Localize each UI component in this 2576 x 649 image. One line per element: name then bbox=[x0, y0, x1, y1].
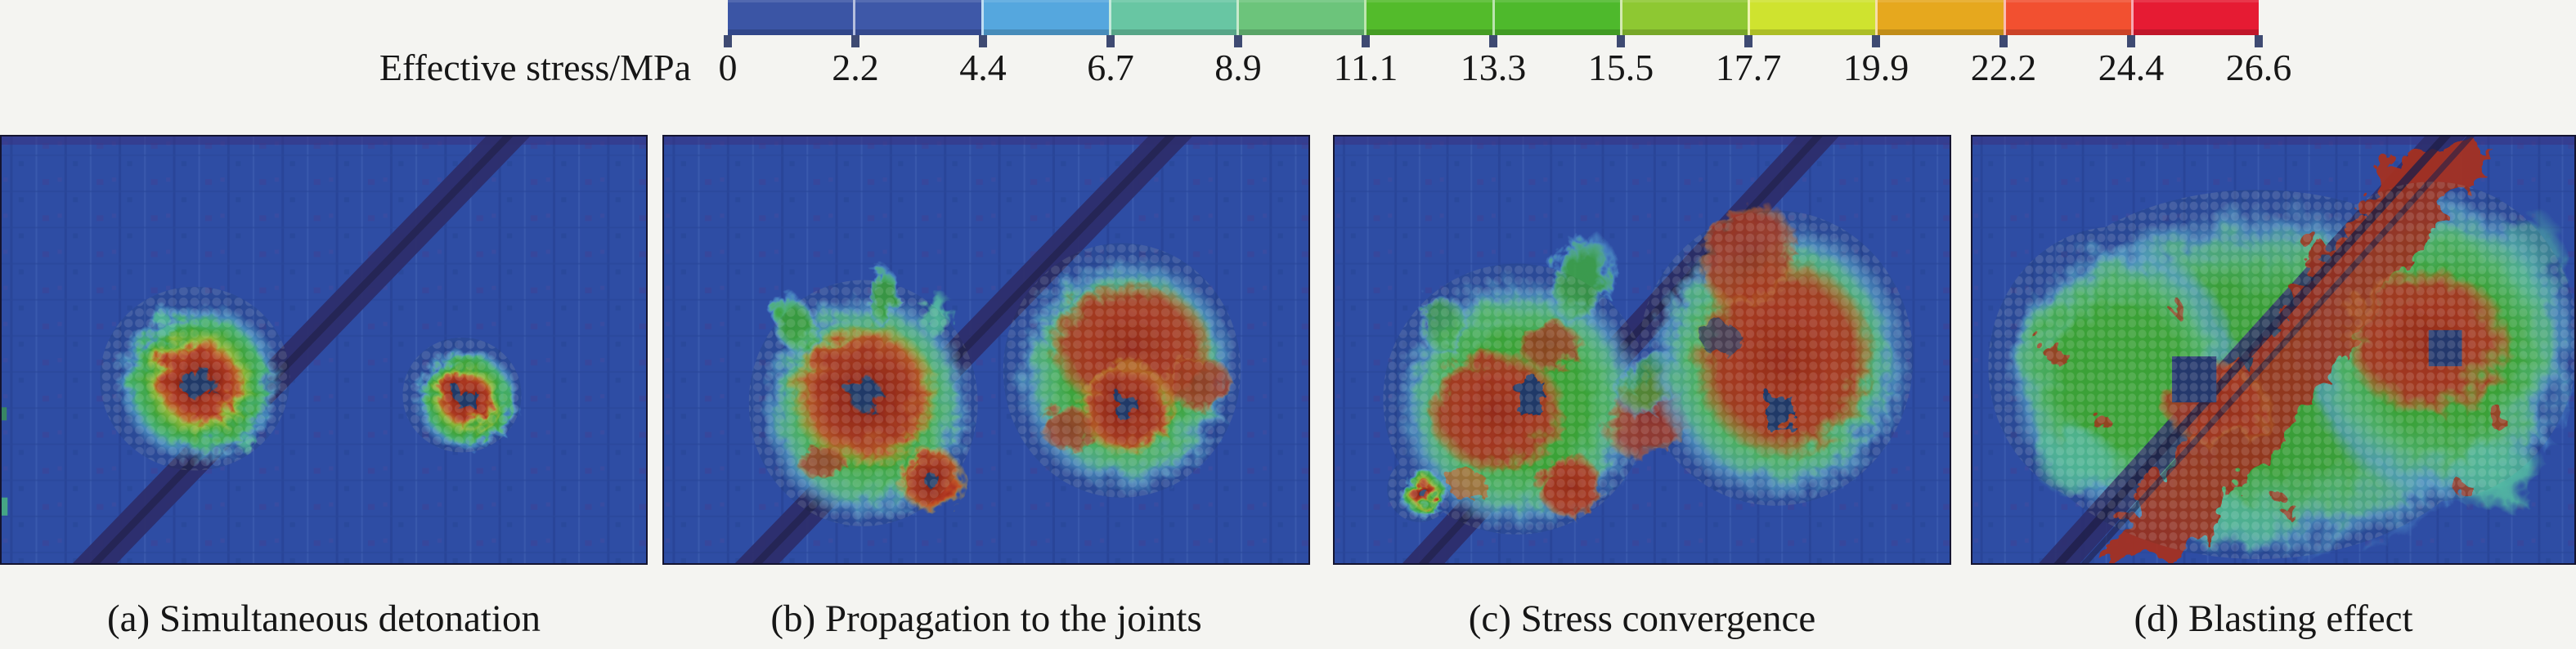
colorbar-label: Effective stress/MPa bbox=[379, 47, 691, 88]
colorbar-tick-label: 0 bbox=[718, 47, 738, 88]
colorbar-tick-mark bbox=[724, 35, 732, 47]
colorbar-tick-label: 2.2 bbox=[832, 47, 879, 88]
colorbar-segment bbox=[1236, 0, 1365, 35]
panel-b-image bbox=[662, 135, 1310, 565]
colorbar-tick-label: 6.7 bbox=[1087, 47, 1134, 88]
colorbar-tick-label: 15.5 bbox=[1587, 47, 1654, 88]
panel-c-caption: (c) Stress convergence bbox=[1468, 598, 1816, 640]
colorbar bbox=[728, 0, 2259, 35]
colorbar-tick-label: 13.3 bbox=[1460, 47, 1527, 88]
panel-a-image bbox=[0, 135, 648, 565]
colorbar-segment bbox=[1108, 0, 1236, 35]
colorbar-segment bbox=[2130, 0, 2259, 35]
panel-a-caption: (a) Simultaneous detonation bbox=[107, 598, 541, 640]
colorbar-tick-label: 4.4 bbox=[959, 47, 1007, 88]
colorbar-tick-mark bbox=[1999, 35, 2008, 47]
panel-d-image bbox=[1971, 135, 2576, 565]
colorbar-tick-mark bbox=[2127, 35, 2135, 47]
colorbar-tick-mark bbox=[1234, 35, 1242, 47]
colorbar-tick-mark bbox=[979, 35, 987, 47]
colorbar-tick-label: 11.1 bbox=[1333, 47, 1398, 88]
colorbar-tick-label: 26.6 bbox=[2225, 47, 2292, 88]
colorbar-tick-mark bbox=[2255, 35, 2263, 47]
colorbar-tick-label: 22.2 bbox=[1970, 47, 2037, 88]
colorbar-tick-mark bbox=[1872, 35, 1880, 47]
colorbar-segment bbox=[1492, 0, 1620, 35]
colorbar-segment bbox=[981, 0, 1109, 35]
colorbar-tick-label: 19.9 bbox=[1842, 47, 1910, 88]
colorbar-tick-mark bbox=[1744, 35, 1752, 47]
panel-d-caption: (d) Blasting effect bbox=[2134, 598, 2413, 640]
colorbar-segment bbox=[1364, 0, 1492, 35]
colorbar-segment bbox=[1875, 0, 2004, 35]
colorbar-segment bbox=[853, 0, 981, 35]
colorbar-tick-mark bbox=[1617, 35, 1625, 47]
colorbar-tick-mark bbox=[1362, 35, 1370, 47]
colorbar-segment bbox=[2003, 0, 2131, 35]
colorbar-segment bbox=[728, 0, 854, 35]
colorbar-tick-mark bbox=[1106, 35, 1115, 47]
panel-b-caption: (b) Propagation to the joints bbox=[770, 598, 1202, 640]
colorbar-tick-label: 17.7 bbox=[1715, 47, 1782, 88]
colorbar-segment bbox=[1619, 0, 1748, 35]
colorbar-tick-mark bbox=[1489, 35, 1497, 47]
colorbar-tick-label: 8.9 bbox=[1214, 47, 1262, 88]
panel-c-image bbox=[1333, 135, 1951, 565]
colorbar-tick-mark bbox=[851, 35, 859, 47]
colorbar-tick-label: 24.4 bbox=[2098, 47, 2165, 88]
colorbar-segment bbox=[1748, 0, 1876, 35]
